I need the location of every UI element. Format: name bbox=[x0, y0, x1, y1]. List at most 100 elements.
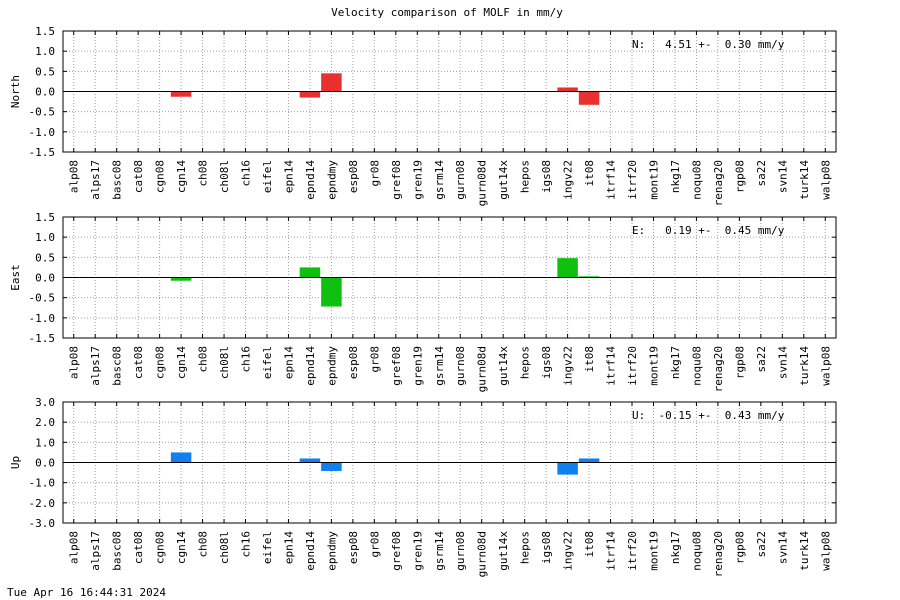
x-tick-label: epn14 bbox=[282, 160, 295, 193]
y-tick-label: 0.0 bbox=[35, 457, 55, 470]
panel-north: 1.5 1.0 0.5 0.0 -0.5 -1.0 -1.5 alp08 alps17 basc0… bbox=[9, 25, 837, 206]
x-tick-label: noqu08 bbox=[690, 160, 703, 200]
x-tick-label: gurn08 bbox=[454, 531, 467, 571]
chart-panels: 1.5 1.0 0.5 0.0 -0.5 -1.0 -1.5 alp08 alps17 basc0… bbox=[9, 25, 837, 577]
annotation: N: 4.51 +- 0.30 mm/y bbox=[632, 38, 785, 51]
y-tick-label: -1.0 bbox=[29, 312, 56, 325]
bar-ingv22 bbox=[557, 258, 578, 278]
x-tick-label: cgn08 bbox=[154, 160, 167, 193]
x-tick-label: walp08 bbox=[819, 531, 832, 571]
x-tick-label: turk14 bbox=[798, 160, 811, 200]
x-tick-label: gren19 bbox=[411, 531, 424, 571]
y-tick-label: -3.0 bbox=[29, 517, 56, 530]
x-tick-label: epndmy bbox=[325, 346, 338, 386]
x-tick-label: epn14 bbox=[282, 531, 295, 564]
x-tick-label: svn14 bbox=[776, 346, 789, 379]
x-tick-label: nkg17 bbox=[669, 160, 682, 193]
y-axis-label: East bbox=[9, 264, 22, 291]
x-tick-label: gr08 bbox=[368, 531, 381, 558]
x-tick-label: hepos bbox=[519, 346, 532, 379]
x-tick-label: epnd14 bbox=[304, 531, 317, 571]
bar-cgn14 bbox=[170, 91, 192, 97]
bar-ingv22 bbox=[557, 87, 578, 92]
x-tick-label: cat08 bbox=[132, 531, 145, 564]
y-tick-label: -1.5 bbox=[29, 332, 56, 345]
x-tick-label: ch08l bbox=[218, 346, 231, 379]
figure-title: Velocity comparison of MOLF in mm/y bbox=[331, 6, 563, 19]
x-tick-label: igs08 bbox=[540, 346, 553, 379]
x-tick-label: ch16 bbox=[240, 531, 253, 558]
x-tick-label: renag20 bbox=[712, 160, 725, 206]
bar-epnd14 bbox=[299, 267, 321, 278]
x-tick-label: igs08 bbox=[540, 160, 553, 193]
x-tick-label: itrf20 bbox=[626, 346, 639, 386]
x-tick-label: gurn08d bbox=[476, 346, 489, 392]
x-tick-label: eifel bbox=[261, 160, 274, 193]
x-tick-label: epn14 bbox=[282, 346, 295, 379]
panel-east: 1.5 1.0 0.5 0.0 -0.5 -1.0 -1.5 alp08 alps17 basc0… bbox=[9, 211, 837, 392]
x-tick-label: rgp08 bbox=[733, 531, 746, 564]
y-tick-label: 3.0 bbox=[35, 396, 55, 409]
x-tick-label: igs08 bbox=[540, 531, 553, 564]
y-tick-label: 0.5 bbox=[35, 251, 55, 264]
x-tick-label: epndmy bbox=[325, 160, 338, 200]
x-tick-label: gsrm14 bbox=[433, 531, 446, 571]
x-tick-label: basc08 bbox=[111, 346, 124, 386]
x-tick-label: nkg17 bbox=[669, 531, 682, 564]
x-tick-label: cgn08 bbox=[154, 346, 167, 379]
x-tick-label: mont19 bbox=[647, 531, 660, 571]
x-tick-label: ch08l bbox=[218, 531, 231, 564]
x-tick-label: sa22 bbox=[755, 160, 768, 187]
x-tick-label: alps17 bbox=[89, 531, 102, 571]
bar-it08 bbox=[578, 458, 600, 463]
x-tick-label: gsrm14 bbox=[433, 160, 446, 200]
timestamp: Tue Apr 16 16:44:31 2024 bbox=[7, 586, 166, 599]
x-tick-label: nkg17 bbox=[669, 346, 682, 379]
x-tick-label: itrf14 bbox=[605, 531, 618, 571]
y-tick-label: 1.5 bbox=[35, 25, 55, 38]
y-tick-label: 1.0 bbox=[35, 436, 55, 449]
x-tick-label: alp08 bbox=[68, 531, 81, 564]
x-tick-label: gurn08d bbox=[476, 531, 489, 577]
x-tick-label: eifel bbox=[261, 346, 274, 379]
x-tick-label: epndmy bbox=[325, 531, 338, 571]
x-tick-label: ingv22 bbox=[562, 160, 575, 200]
x-tick-label: alps17 bbox=[89, 160, 102, 200]
x-tick-label: ch16 bbox=[240, 346, 253, 373]
x-tick-label: renag20 bbox=[712, 531, 725, 577]
y-tick-label: -1.0 bbox=[29, 477, 56, 490]
x-tick-label: gref08 bbox=[390, 346, 403, 386]
plot-frame bbox=[62, 216, 837, 339]
x-tick-label: turk14 bbox=[798, 531, 811, 571]
y-tick-label: 1.0 bbox=[35, 231, 55, 244]
x-tick-label: epnd14 bbox=[304, 346, 317, 386]
x-tick-label: gr08 bbox=[368, 160, 381, 187]
bar-it08 bbox=[578, 276, 600, 278]
y-tick-label: 0.0 bbox=[35, 272, 55, 285]
y-axis-label: Up bbox=[9, 456, 22, 469]
x-tick-label: basc08 bbox=[111, 531, 124, 571]
x-tick-label: gut14x bbox=[497, 160, 510, 200]
bar-it08 bbox=[578, 91, 600, 105]
y-tick-label: -1.5 bbox=[29, 146, 56, 159]
x-tick-label: gsrm14 bbox=[433, 346, 446, 386]
bar-epnd14 bbox=[299, 91, 321, 98]
x-tick-label: itrf14 bbox=[605, 346, 618, 386]
x-tick-label: gref08 bbox=[390, 531, 403, 571]
x-tick-label: svn14 bbox=[776, 531, 789, 564]
x-tick-label: walp08 bbox=[819, 346, 832, 386]
y-tick-label: -1.0 bbox=[29, 126, 56, 139]
bar-epnd14 bbox=[299, 458, 321, 463]
bar-cgn14 bbox=[170, 277, 192, 281]
plot-frame bbox=[62, 401, 837, 524]
y-tick-label: 0.5 bbox=[35, 65, 55, 78]
x-tick-label: gurn08 bbox=[454, 346, 467, 386]
bar-epndmy bbox=[321, 462, 342, 471]
x-tick-label: noqu08 bbox=[690, 346, 703, 386]
x-tick-label: gurn08 bbox=[454, 160, 467, 200]
y-tick-label: 0.0 bbox=[35, 86, 55, 99]
x-tick-label: cgn08 bbox=[154, 531, 167, 564]
x-tick-label: ch08 bbox=[197, 346, 210, 373]
y-axis-label: North bbox=[9, 75, 22, 108]
